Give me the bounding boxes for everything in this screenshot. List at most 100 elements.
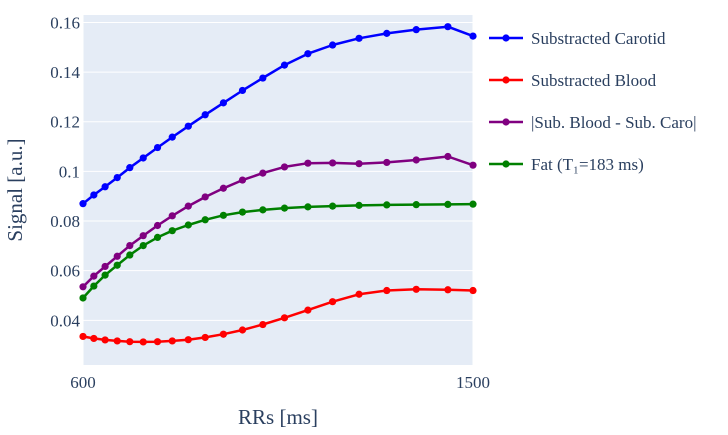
data-point	[280, 163, 289, 171]
data-point	[329, 41, 337, 49]
data-point	[355, 201, 363, 209]
data-point	[90, 191, 98, 199]
series-lines	[79, 23, 477, 346]
legend-item[interactable]: Fat (T₁=183 ms)	[489, 155, 644, 174]
data-point	[383, 158, 391, 167]
data-point	[126, 338, 134, 346]
data-point	[383, 286, 391, 295]
data-point	[329, 159, 337, 167]
data-point	[79, 200, 87, 208]
data-point	[219, 99, 227, 107]
legend-label: Substracted Blood	[531, 71, 657, 90]
data-point	[113, 337, 121, 345]
data-point	[168, 227, 176, 235]
y-tick-label: 0.14	[50, 63, 80, 82]
legend-marker	[502, 76, 510, 84]
data-point	[238, 208, 247, 216]
data-point	[280, 204, 289, 212]
data-point	[153, 233, 162, 242]
data-point	[469, 161, 477, 169]
x-tick-labels: 600 1500	[70, 373, 490, 392]
y-tick-label: 0.06	[50, 262, 80, 281]
data-point	[101, 183, 109, 191]
data-point	[444, 200, 452, 208]
data-point	[238, 86, 247, 95]
data-point	[304, 50, 312, 58]
data-point	[168, 212, 176, 220]
legend-item[interactable]: Substracted Blood	[489, 71, 657, 90]
legend-item[interactable]: |Sub. Blood - Sub. Caro|	[489, 113, 696, 132]
legend-marker	[502, 34, 510, 42]
data-point	[412, 201, 420, 209]
data-point	[355, 290, 363, 298]
gridlines	[82, 15, 474, 365]
x-axis-title: RRs [ms]	[238, 405, 318, 429]
data-point	[259, 320, 267, 329]
data-point	[412, 285, 420, 293]
data-point	[126, 242, 134, 250]
data-point	[90, 272, 98, 280]
series-group	[79, 285, 477, 346]
data-point	[201, 333, 209, 342]
data-point	[259, 206, 267, 214]
data-point	[238, 326, 247, 334]
data-point	[238, 176, 247, 184]
data-point	[201, 193, 209, 201]
series-group	[79, 152, 477, 291]
data-point	[219, 211, 227, 219]
data-point	[79, 332, 87, 341]
data-point	[412, 26, 420, 34]
data-point	[469, 286, 477, 295]
legend-label: Substracted Carotid	[531, 29, 666, 48]
legend-label: Fat (T₁=183 ms)	[531, 155, 644, 174]
series-group	[79, 23, 477, 208]
data-point	[219, 330, 227, 338]
data-point	[79, 283, 87, 291]
data-point	[412, 156, 420, 164]
data-point	[184, 122, 192, 130]
data-point	[444, 23, 452, 31]
data-point	[113, 173, 121, 182]
data-point	[201, 111, 209, 119]
data-point	[184, 336, 192, 344]
data-point	[101, 271, 109, 279]
x-tick-label: 1500	[456, 373, 490, 392]
data-point	[219, 184, 227, 192]
data-point	[79, 294, 87, 302]
data-point	[168, 337, 176, 345]
data-point	[259, 169, 267, 177]
data-point	[139, 232, 147, 240]
data-point	[444, 286, 452, 294]
data-point	[139, 338, 147, 346]
data-point	[444, 152, 452, 161]
data-point	[280, 61, 289, 69]
legend: Substracted Carotid Substracted Blood |Sub…	[489, 29, 696, 174]
legend-marker	[502, 160, 510, 168]
y-tick-label: 0.04	[50, 311, 80, 330]
legend-label: |Sub. Blood - Sub. Caro|	[531, 113, 696, 132]
data-point	[469, 200, 477, 208]
data-point	[469, 32, 477, 40]
data-point	[101, 262, 109, 271]
data-point	[101, 336, 109, 344]
legend-item[interactable]: Substracted Carotid	[489, 29, 666, 48]
data-point	[153, 338, 162, 346]
data-point	[139, 242, 147, 250]
data-point	[383, 29, 391, 37]
plot-background	[83, 15, 473, 365]
y-tick-labels: 0.04 0.06 0.08 0.1 0.12 0.14 0.16	[50, 13, 80, 330]
legend-marker	[502, 118, 510, 126]
data-point	[168, 133, 176, 141]
data-point	[126, 164, 134, 172]
y-tick-label: 0.1	[59, 162, 80, 181]
data-point	[184, 202, 192, 210]
data-point	[113, 261, 121, 269]
y-tick-label: 0.08	[50, 212, 80, 231]
series-group	[79, 200, 477, 302]
data-point	[329, 202, 337, 210]
data-point	[201, 216, 209, 224]
data-point	[184, 221, 192, 229]
data-point	[304, 306, 312, 314]
x-tick-label: 600	[70, 373, 96, 392]
